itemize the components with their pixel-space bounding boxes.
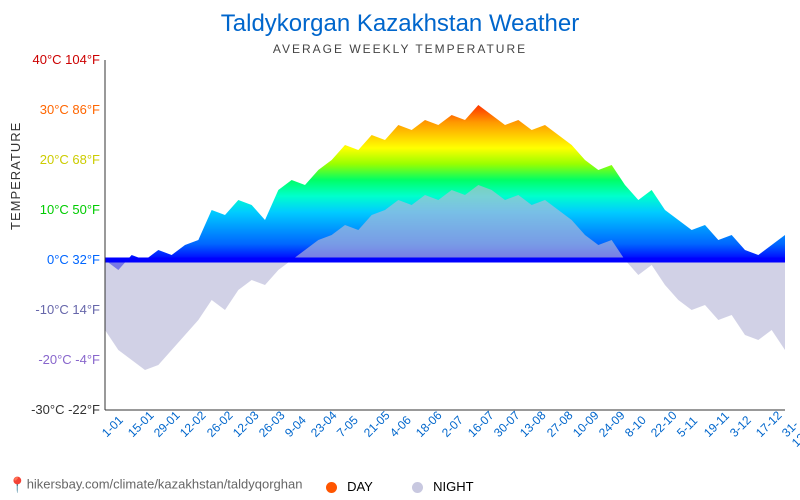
day-color-icon [326, 482, 337, 493]
weather-chart-container: Taldykorgan Kazakhstan Weather AVERAGE W… [0, 0, 800, 500]
y-tick-label: 20°C 68°F [10, 152, 100, 167]
legend-day-label: DAY [347, 479, 373, 494]
y-tick-label: 10°C 50°F [10, 202, 100, 217]
y-tick-label: -10°C 14°F [10, 302, 100, 317]
pin-icon: 📍 [8, 477, 27, 494]
y-tick-label: -30°C -22°F [10, 402, 100, 417]
legend-night: NIGHT [412, 479, 473, 494]
y-tick-label: -20°C -4°F [10, 352, 100, 367]
legend-night-label: NIGHT [433, 479, 473, 494]
night-color-icon [412, 482, 423, 493]
y-tick-label: 40°C 104°F [10, 52, 100, 67]
night-area [105, 185, 785, 370]
legend-day: DAY [326, 479, 372, 494]
y-tick-label: 0°C 32°F [10, 252, 100, 267]
attribution-text: hikersbay.com/climate/kazakhstan/taldyqo… [27, 476, 303, 491]
y-tick-label: 30°C 86°F [10, 102, 100, 117]
attribution: 📍hikersbay.com/climate/kazakhstan/taldyq… [8, 476, 302, 494]
